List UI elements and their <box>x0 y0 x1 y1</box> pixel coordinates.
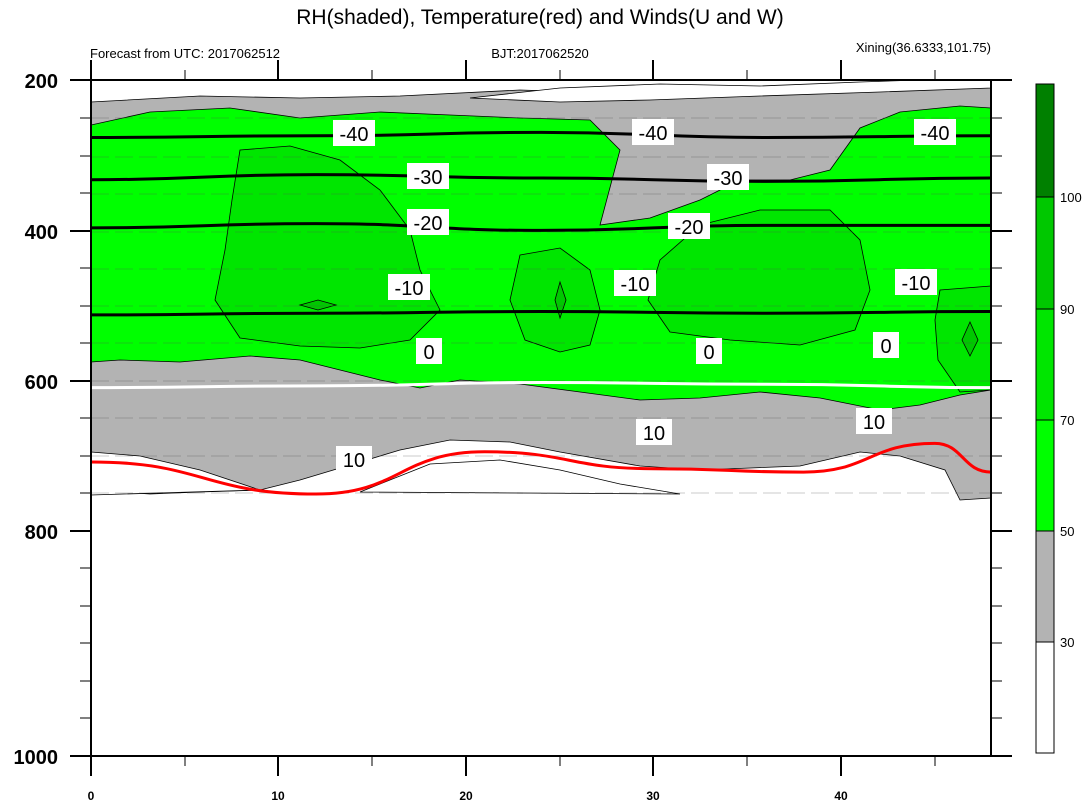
contour-label: -10 <box>902 273 931 295</box>
colorbar-label: 50 <box>1060 524 1074 539</box>
x-tick-label: 40 <box>834 789 848 803</box>
contour-label: -40 <box>921 123 950 145</box>
temperature-contour <box>91 310 991 317</box>
colorbar-swatch <box>1035 83 1055 198</box>
contour-label: -20 <box>414 213 443 235</box>
contour-label: 0 <box>703 342 714 364</box>
rh-region-max-3 <box>961 321 979 357</box>
temperature-contour <box>91 222 991 232</box>
y-tick-label: 800 <box>25 522 58 544</box>
rh-region-darkgreen-1 <box>214 145 441 349</box>
axis-ticks <box>70 60 1012 776</box>
temperature-contour <box>91 130 991 139</box>
colorbar <box>1035 83 1055 754</box>
subtitle-center: BJT:2017062520 <box>491 46 589 61</box>
temperature-contours <box>91 130 991 496</box>
y-tick-label: 600 <box>25 372 58 394</box>
contour-label: -30 <box>414 167 443 189</box>
x-tick-label: 30 <box>646 789 660 803</box>
y-tick-label: 200 <box>25 71 58 93</box>
x-tick-label: 10 <box>271 789 285 803</box>
colorbar-swatch <box>1035 196 1055 310</box>
rh-region-white-top <box>469 80 991 103</box>
contour-label: 10 <box>343 450 365 472</box>
rh-region-max-1 <box>298 299 338 311</box>
rh-region-max-2 <box>554 280 567 320</box>
colorbar-label: 70 <box>1060 413 1074 428</box>
contour-label: -40 <box>340 124 369 146</box>
colorbar-swatch <box>1035 641 1055 754</box>
x-tick-label: 0 <box>88 789 95 803</box>
temperature-contour <box>91 381 991 390</box>
colorbar-label: 100 <box>1060 190 1082 205</box>
colorbar-swatch <box>1035 419 1055 532</box>
contour-label: 0 <box>880 336 891 358</box>
contour-labels: -40 -40 -40 -30 -30 -20 -20 -10 -10 -10 … <box>333 119 956 472</box>
contour-label: 10 <box>863 412 885 434</box>
colorbar-label: 90 <box>1060 302 1074 317</box>
y-tick-label: 400 <box>25 222 58 244</box>
contour-label: -40 <box>639 123 668 145</box>
subtitle-right: Xining(36.6333,101.75) <box>856 40 991 55</box>
contour-label: 0 <box>423 342 434 364</box>
contour-label: -10 <box>395 278 424 300</box>
y-tick-label: 1000 <box>14 747 59 769</box>
rh-region-white-bottom <box>91 451 681 496</box>
colorbar-label: 30 <box>1060 635 1074 650</box>
temperature-contour <box>91 173 991 183</box>
chart-title: RH(shaded), Temperature(red) and Winds(U… <box>296 6 783 29</box>
colorbar-swatch <box>1035 530 1055 643</box>
colorbar-swatch <box>1035 308 1055 421</box>
contour-label: -20 <box>675 217 704 239</box>
contour-label: 10 <box>643 423 665 445</box>
contour-label: -10 <box>621 274 650 296</box>
temperature-contour <box>91 441 991 496</box>
contour-label: -30 <box>714 168 743 190</box>
x-tick-label: 20 <box>459 789 473 803</box>
subtitle-left: Forecast from UTC: 2017062512 <box>90 46 280 61</box>
rh-shading <box>91 80 991 501</box>
